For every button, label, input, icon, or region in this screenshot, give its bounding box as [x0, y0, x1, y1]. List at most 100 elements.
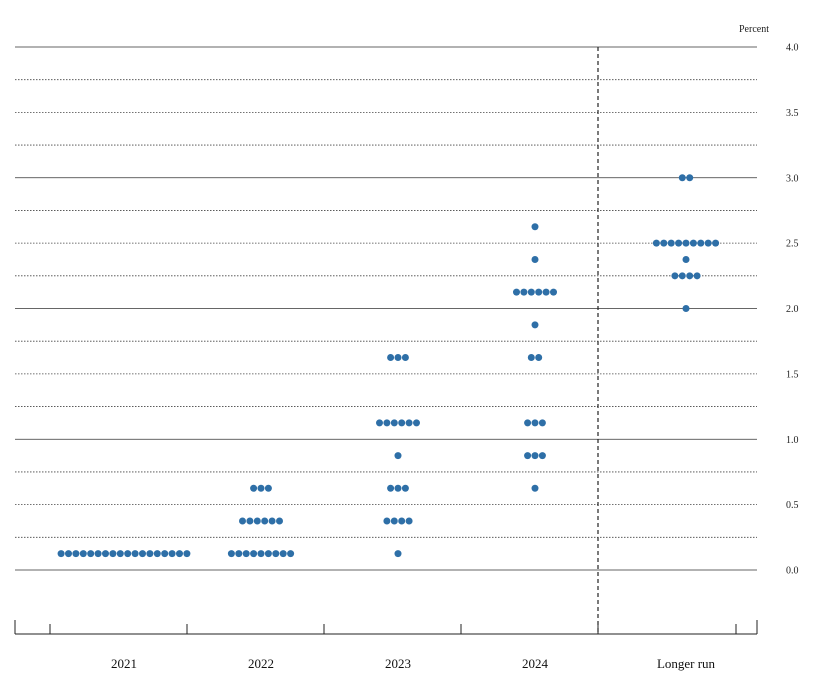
participant-dot — [242, 550, 250, 558]
participant-dot — [239, 517, 246, 525]
participant-dot — [183, 550, 191, 558]
participant-dot — [413, 419, 420, 427]
participant-dot — [131, 550, 139, 558]
participant-dot — [401, 484, 409, 492]
participant-dot — [387, 484, 395, 492]
participant-dot — [146, 550, 154, 558]
participant-dot — [531, 223, 539, 231]
participant-dot — [390, 517, 398, 525]
participant-dot — [704, 239, 712, 247]
participant-dot — [652, 239, 660, 247]
participant-dot — [524, 452, 532, 460]
participant-dot — [257, 484, 265, 492]
participant-dot — [531, 484, 539, 492]
participant-dot — [524, 419, 532, 427]
participant-dot — [235, 550, 243, 558]
participant-dot — [65, 550, 72, 558]
x-axis — [14, 620, 758, 635]
participant-dot — [542, 288, 550, 296]
participant-dot — [250, 550, 258, 558]
participant-dot — [531, 255, 539, 263]
participant-dot — [261, 517, 269, 525]
participant-dot — [109, 550, 117, 558]
participant-dot — [387, 354, 395, 362]
participant-dot — [287, 550, 295, 558]
participant-dot — [116, 550, 124, 558]
participant-dot — [678, 174, 686, 182]
participant-dot — [279, 550, 287, 558]
y-tick-label: 2.0 — [786, 304, 799, 315]
participant-dot — [253, 517, 261, 525]
participant-dot — [513, 288, 520, 296]
participant-dot — [686, 174, 694, 182]
participant-dot — [250, 484, 258, 492]
x-category-labels: 2021 2022 2023 2024 Longer run — [111, 656, 716, 671]
participant-dot — [57, 550, 65, 558]
participant-dot — [168, 550, 176, 558]
participant-dot — [671, 272, 679, 280]
participant-dot — [531, 452, 539, 460]
participant-dot — [79, 550, 87, 558]
participant-dot — [531, 419, 539, 427]
participant-dot — [550, 288, 557, 296]
participant-dot — [176, 550, 183, 558]
participant-dot — [686, 272, 694, 280]
participant-dot — [383, 419, 391, 427]
y-tick-label: 0.0 — [786, 566, 799, 577]
x-category-label: 2023 — [385, 656, 411, 671]
participant-dot — [682, 239, 690, 247]
participant-dots — [57, 174, 720, 558]
participant-dot — [139, 550, 146, 558]
x-category-label: 2021 — [111, 656, 137, 671]
participant-dot — [276, 517, 283, 525]
participant-dot — [689, 239, 697, 247]
participant-dot — [693, 272, 701, 280]
participant-dot — [394, 550, 402, 558]
participant-dot — [398, 517, 406, 525]
participant-dot — [682, 305, 690, 312]
participant-dot — [405, 419, 413, 427]
participant-dot — [272, 550, 280, 558]
participant-dot — [401, 354, 409, 362]
participant-dot — [712, 239, 720, 247]
x-category-label: 2022 — [248, 656, 274, 671]
participant-dot — [531, 321, 539, 329]
participant-dot — [398, 419, 406, 427]
participant-dot — [538, 452, 546, 460]
participant-dot — [87, 550, 95, 558]
participant-dot — [94, 550, 102, 558]
participant-dot — [161, 550, 169, 558]
y-tick-label: 3.5 — [786, 108, 799, 119]
y-tick-label: 0.5 — [786, 500, 799, 511]
participant-dot — [383, 517, 391, 525]
participant-dot — [124, 550, 132, 558]
y-tick-label: 4.0 — [786, 43, 799, 54]
participant-dot — [405, 517, 413, 525]
participant-dot — [675, 239, 683, 247]
participant-dot — [660, 239, 668, 247]
participant-dot — [520, 288, 528, 296]
participant-dot — [153, 550, 161, 558]
participant-dot — [102, 550, 109, 558]
y-tick-label: 3.0 — [786, 173, 799, 184]
participant-dot — [72, 550, 80, 558]
y-tick-label: 1.0 — [786, 435, 799, 446]
participant-dot — [394, 452, 402, 460]
participant-dot — [682, 255, 690, 263]
participant-dot — [535, 288, 543, 296]
participant-dot — [667, 239, 675, 247]
participant-dot — [678, 272, 686, 280]
y-tick-label: 1.5 — [786, 369, 799, 380]
y-tick-label: 2.5 — [786, 239, 799, 250]
participant-dot — [527, 288, 535, 296]
x-category-label: 2024 — [522, 656, 549, 671]
y-axis-unit-label: Percent — [739, 24, 769, 35]
participant-dot — [394, 484, 402, 492]
participant-dot — [376, 419, 383, 427]
participant-dot — [227, 550, 235, 558]
participant-dot — [697, 239, 705, 247]
participant-dot — [394, 354, 402, 362]
participant-dot — [538, 419, 546, 427]
participant-dot — [246, 517, 254, 525]
